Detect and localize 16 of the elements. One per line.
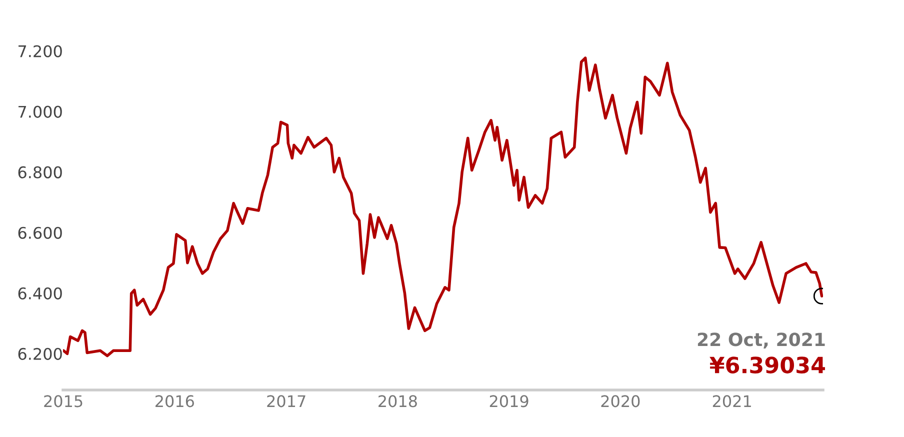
y-tick-label: 7.200 — [18, 45, 62, 58]
annotation: ¥6.39034 — [710, 356, 825, 374]
x-tick-label: 2016 — [156, 395, 194, 408]
x-tick-label: 2021 — [712, 395, 751, 408]
line-series — [63, 56, 823, 358]
x-tick-label: 2020 — [601, 395, 640, 408]
annotation: 22 Oct, 2021 — [698, 332, 825, 349]
y-tick-label: 6.600 — [18, 226, 62, 239]
y-tick-label: 6.800 — [18, 166, 62, 178]
y-tick-label: 6.400 — [18, 287, 62, 300]
x-tick-label: 2019 — [490, 395, 528, 408]
y-tick-label: 7.000 — [18, 106, 62, 118]
x-tick-label: 2018 — [378, 395, 417, 408]
x-tick-label: 2017 — [267, 395, 306, 408]
x-tick-label: 2015 — [44, 395, 82, 408]
y-tick-label: 6.200 — [18, 348, 62, 360]
